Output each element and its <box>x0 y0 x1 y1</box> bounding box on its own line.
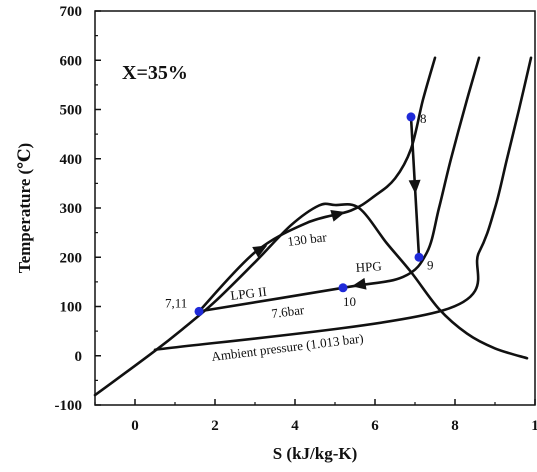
arrow-8-to-9 <box>408 179 421 195</box>
y-tick-label: 100 <box>60 300 83 316</box>
series-saturation-dome <box>93 202 529 397</box>
state-point-8 <box>406 112 416 122</box>
y-axis: -100 0 100 200 300 400 500 600 700 <box>55 4 101 414</box>
arrow-130-bar-upper <box>330 210 346 222</box>
x-tick-label: 0 <box>131 418 139 434</box>
annotation-130-bar: 130 bar <box>287 229 329 249</box>
state-point-9 <box>414 252 424 262</box>
y-tick-label: -100 <box>55 398 83 414</box>
series-isobar-7-6-bar <box>197 56 481 313</box>
x-tick-label: 1 <box>531 418 537 434</box>
y-tick-label: 700 <box>60 4 83 20</box>
x-tick-label: 2 <box>211 418 219 434</box>
y-tick-label: 200 <box>60 250 83 266</box>
state-points: 8 9 10 7,11 <box>165 111 434 316</box>
x-tick-label: 6 <box>371 418 379 434</box>
series-isobar-130-bar <box>197 56 437 313</box>
y-axis-title: Temperature (℃) <box>15 143 34 273</box>
annotation-lpg-ii: LPG II <box>230 284 268 303</box>
annotation-hpg: HPG <box>355 258 382 275</box>
y-tick-label: 300 <box>60 201 83 217</box>
arrow-130-bar-rising <box>252 245 268 258</box>
x-tick-label: 8 <box>451 418 459 434</box>
y-tick-label: 600 <box>60 53 83 69</box>
y-tick-label: 500 <box>60 103 83 119</box>
series-isobar-ambient-1-013-bar <box>153 56 533 352</box>
y-tick-label: 400 <box>60 152 83 168</box>
state-point-label: 10 <box>343 294 356 309</box>
state-point-label: 7,11 <box>165 295 187 310</box>
arrows <box>252 179 421 290</box>
arrow-7-6-bar-backward <box>351 277 367 290</box>
inset-label: X=35% <box>122 62 188 84</box>
annotation-7-6-bar: 7.6bar <box>271 302 306 321</box>
state-point-label: 9 <box>427 257 434 272</box>
y-tick-label: 0 <box>75 349 83 365</box>
state-point-label: 8 <box>420 111 427 126</box>
state-point-10 <box>338 283 348 293</box>
x-axis-title: S (kJ/kg-K) <box>273 444 358 463</box>
state-point-7-11 <box>194 306 204 316</box>
x-tick-label: 4 <box>291 418 299 434</box>
x-axis: 0 2 4 6 8 1 <box>94 399 537 434</box>
